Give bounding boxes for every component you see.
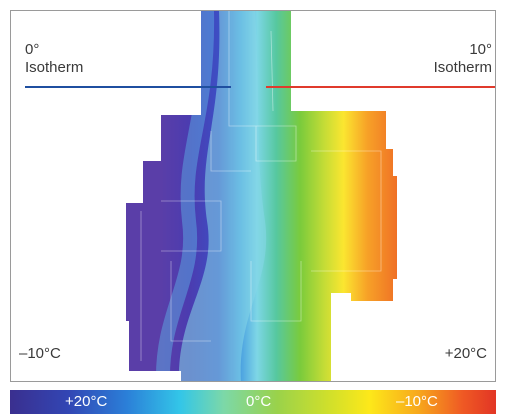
temperature-color-scale: +20°C 0°C –10°C [10,390,496,414]
thermal-simulation [25,11,495,381]
scale-label-warm: +20°C [65,393,108,410]
profile-outlines [140,11,382,361]
cold-edge [155,11,215,381]
scale-label-cold: –10°C [396,393,438,410]
isotherm-10-label: 10° Isotherm [433,41,492,76]
isotherm-0-label: 0° Isotherm [25,41,84,76]
inside-temperature-label: +20°C [444,345,487,362]
cold-core-band [178,11,267,381]
profile-body [126,11,397,381]
thermal-diagram: 0° Isotherm 10° Isotherm –10°C +20°C [10,10,496,382]
scale-label-zero: 0°C [246,393,272,410]
outside-temperature-label: –10°C [19,345,61,362]
